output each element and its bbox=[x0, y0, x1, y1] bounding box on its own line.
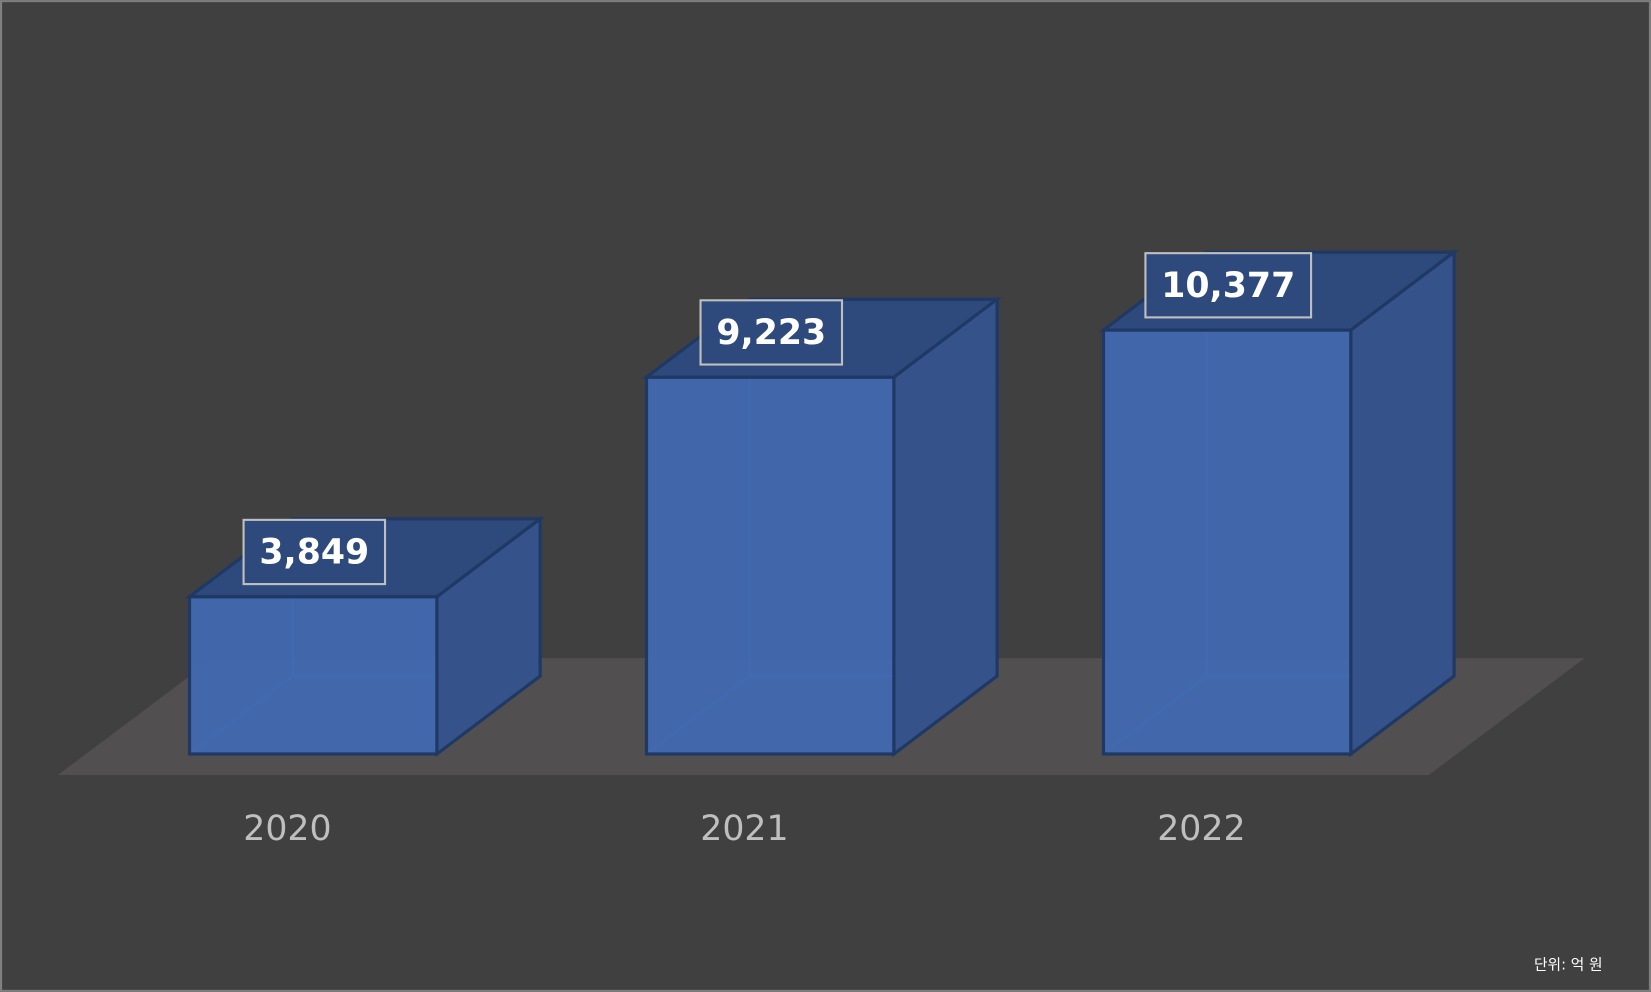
value-label: 9,223 bbox=[716, 313, 826, 353]
x-tick-label: 2020 bbox=[243, 809, 331, 849]
bar-front bbox=[187, 595, 439, 756]
value-label: 3,849 bbox=[259, 533, 369, 573]
unit-note: 단위: 억 원 bbox=[1534, 957, 1603, 974]
x-tick-label: 2022 bbox=[1157, 809, 1245, 849]
bar-front bbox=[644, 375, 896, 756]
bar-side bbox=[892, 296, 999, 758]
value-label: 10,377 bbox=[1161, 266, 1295, 306]
value-label-box bbox=[1144, 252, 1313, 319]
bar-front bbox=[1101, 328, 1353, 756]
bar-side bbox=[435, 515, 542, 758]
value-label-box bbox=[699, 299, 844, 366]
bar-side bbox=[1349, 248, 1456, 758]
x-tick-label: 2021 bbox=[700, 809, 788, 849]
value-label-box bbox=[242, 518, 387, 586]
